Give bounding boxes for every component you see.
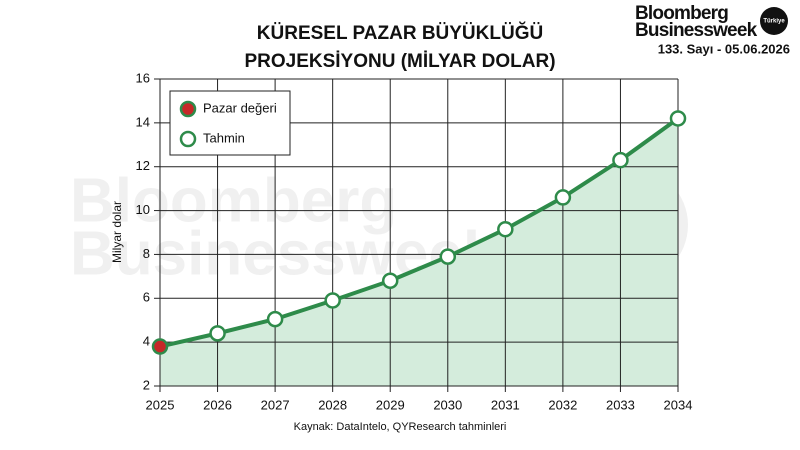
- y-tick-label: 2: [143, 377, 150, 392]
- point: [381, 272, 399, 289]
- x-tick-label: 2025: [146, 397, 175, 412]
- legend-marker: [179, 130, 197, 148]
- x-tick-label: 2026: [203, 397, 232, 412]
- brand: Bloomberg: [635, 3, 728, 24]
- area: [160, 118, 678, 386]
- legend-marker: [179, 100, 197, 118]
- y-tick-label: 16: [136, 70, 150, 85]
- y-tick-label: 6: [143, 290, 150, 305]
- x-tick-label: 2031: [491, 397, 520, 412]
- y-axis-label: Milyar dolar: [110, 201, 124, 263]
- x-tick-label: 2027: [261, 397, 290, 412]
- badge: Türkiye: [763, 19, 785, 25]
- badge-circle: [760, 7, 788, 35]
- point: [439, 248, 457, 265]
- point: [497, 220, 514, 238]
- x-tick-label: 2032: [548, 397, 577, 412]
- point: [266, 310, 284, 328]
- watermark-text: Bloomberg: [70, 166, 397, 235]
- x-tick-label: 2030: [433, 397, 462, 412]
- point: [669, 110, 687, 127]
- y-tick-label: 12: [136, 158, 150, 173]
- chart-title: KÜRESEL PAZAR BÜYÜKLÜĞÜ: [257, 22, 543, 44]
- point: [612, 151, 629, 169]
- legend-label: Pazar değeri: [203, 100, 277, 115]
- point: [151, 338, 169, 355]
- x-tick-label: 2028: [318, 397, 347, 412]
- x-tick-label: 2034: [664, 397, 693, 412]
- x-tick-label: 2029: [376, 397, 405, 412]
- point: [324, 292, 341, 309]
- legend: Pazar değeri Tahmin: [169, 90, 291, 156]
- x-tick-label: 2033: [606, 397, 635, 412]
- source: Kaynak: DataIntelo, QYResearch tahminler…: [294, 421, 507, 433]
- y-tick-label: 10: [136, 202, 150, 217]
- y-tick-label: 14: [136, 114, 150, 129]
- y-tick-label: 4: [143, 334, 150, 349]
- issue: 133. Sayı - 05.06.2026: [658, 41, 790, 56]
- legend-label: Tahmin: [203, 130, 245, 145]
- point: [209, 325, 226, 342]
- point: [554, 189, 572, 206]
- brand: Businessweek: [635, 20, 758, 41]
- y-tick-label: 8: [143, 246, 150, 261]
- line: [159, 116, 680, 349]
- chart-title: PROJEKSİYONU (MİLYAR DOLAR): [244, 51, 555, 72]
